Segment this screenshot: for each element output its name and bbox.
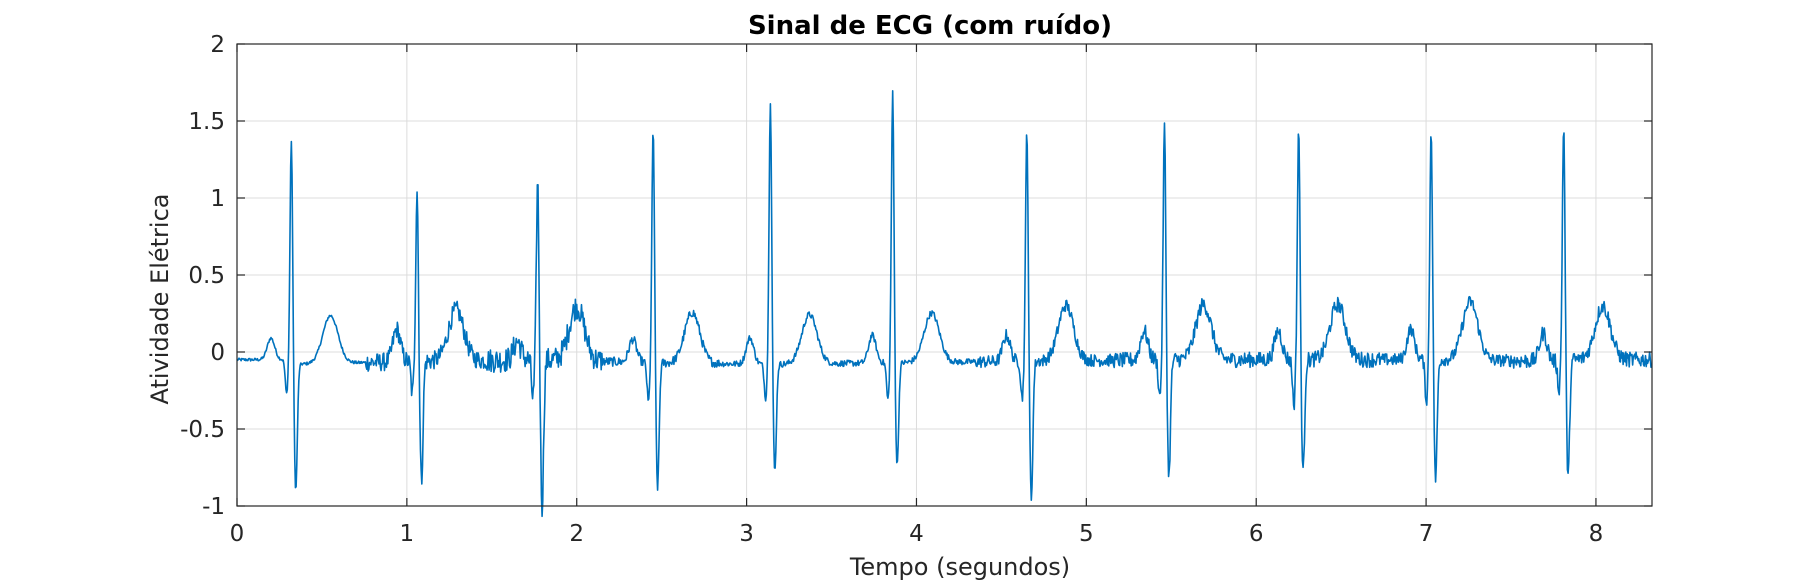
y-tick-label: 0.5 bbox=[188, 263, 225, 289]
y-tick-label: 1 bbox=[210, 186, 225, 212]
x-axis: 0 1 2 3 4 5 6 7 8 bbox=[230, 44, 1604, 547]
x-axis-label: Tempo (segundos) bbox=[849, 553, 1070, 581]
ecg-series-line bbox=[236, 90, 1653, 518]
x-tick-label: 1 bbox=[400, 521, 415, 547]
x-tick-label: 2 bbox=[569, 521, 584, 547]
x-tick-label: 5 bbox=[1079, 521, 1094, 547]
y-tick-label: -1 bbox=[202, 494, 225, 520]
x-tick-label: 0 bbox=[230, 521, 245, 547]
chart-title: Sinal de ECG (com ruído) bbox=[748, 11, 1112, 41]
plot-area bbox=[236, 43, 1653, 518]
x-tick-label: 3 bbox=[739, 521, 754, 547]
x-tick-label: 7 bbox=[1419, 521, 1434, 547]
y-tick-label: 1.5 bbox=[188, 109, 225, 135]
y-axis-label: Atividade Elétrica bbox=[146, 194, 174, 405]
y-tick-label: 2 bbox=[210, 32, 225, 58]
x-tick-label: 4 bbox=[909, 521, 924, 547]
y-tick-label: -0.5 bbox=[180, 417, 225, 443]
y-tick-label: 0 bbox=[210, 340, 225, 366]
x-tick-label: 8 bbox=[1589, 521, 1604, 547]
x-tick-label: 6 bbox=[1249, 521, 1264, 547]
y-axis: 2 1.5 1 0.5 0 -0.5 -1 bbox=[180, 32, 1652, 520]
grid-lines bbox=[236, 43, 1652, 507]
